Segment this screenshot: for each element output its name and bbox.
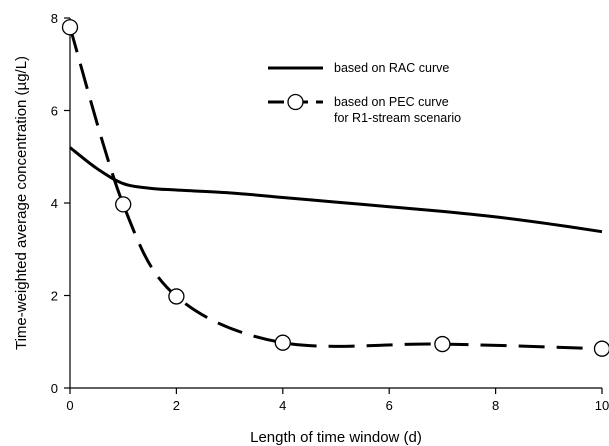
y-axis: 0 2 4 6 8 (51, 11, 70, 396)
x-tick-label: 4 (279, 398, 286, 413)
series-marker-2 (168, 288, 185, 305)
series-marker-2 (593, 340, 609, 357)
series-line-2 (68, 26, 603, 351)
series-marker-2 (274, 334, 291, 351)
legend: based on RAC curve based on PEC curve for … (268, 61, 461, 125)
x-tick-label: 8 (492, 398, 499, 413)
series-marker-2 (61, 19, 79, 36)
legend-marker-2 (287, 93, 304, 111)
series-marker-2 (115, 196, 132, 213)
y-axis-label: Time-weighted average concentration (µg/… (13, 56, 30, 350)
y-tick-label: 2 (51, 289, 58, 304)
series-marker-2 (434, 335, 451, 353)
legend-label-2: based on PEC curve (334, 95, 449, 109)
series-layer (61, 19, 609, 357)
x-tick-label: 10 (595, 398, 609, 413)
legend-label-1: based on RAC curve (334, 61, 449, 75)
series-line-1 (69, 146, 603, 234)
x-tick-label: 6 (386, 398, 393, 413)
y-tick-label: 0 (51, 381, 58, 396)
legend-label-2: for R1-stream scenario (334, 111, 461, 125)
y-tick-label: 6 (51, 104, 58, 119)
y-tick-label: 8 (51, 11, 58, 26)
x-tick-label: 2 (173, 398, 180, 413)
y-tick-label: 4 (51, 196, 58, 211)
x-axis-label: Length of time window (d) (250, 429, 422, 446)
x-axis: 0 2 4 6 8 10 (66, 388, 609, 413)
x-tick-label: 0 (66, 398, 73, 413)
